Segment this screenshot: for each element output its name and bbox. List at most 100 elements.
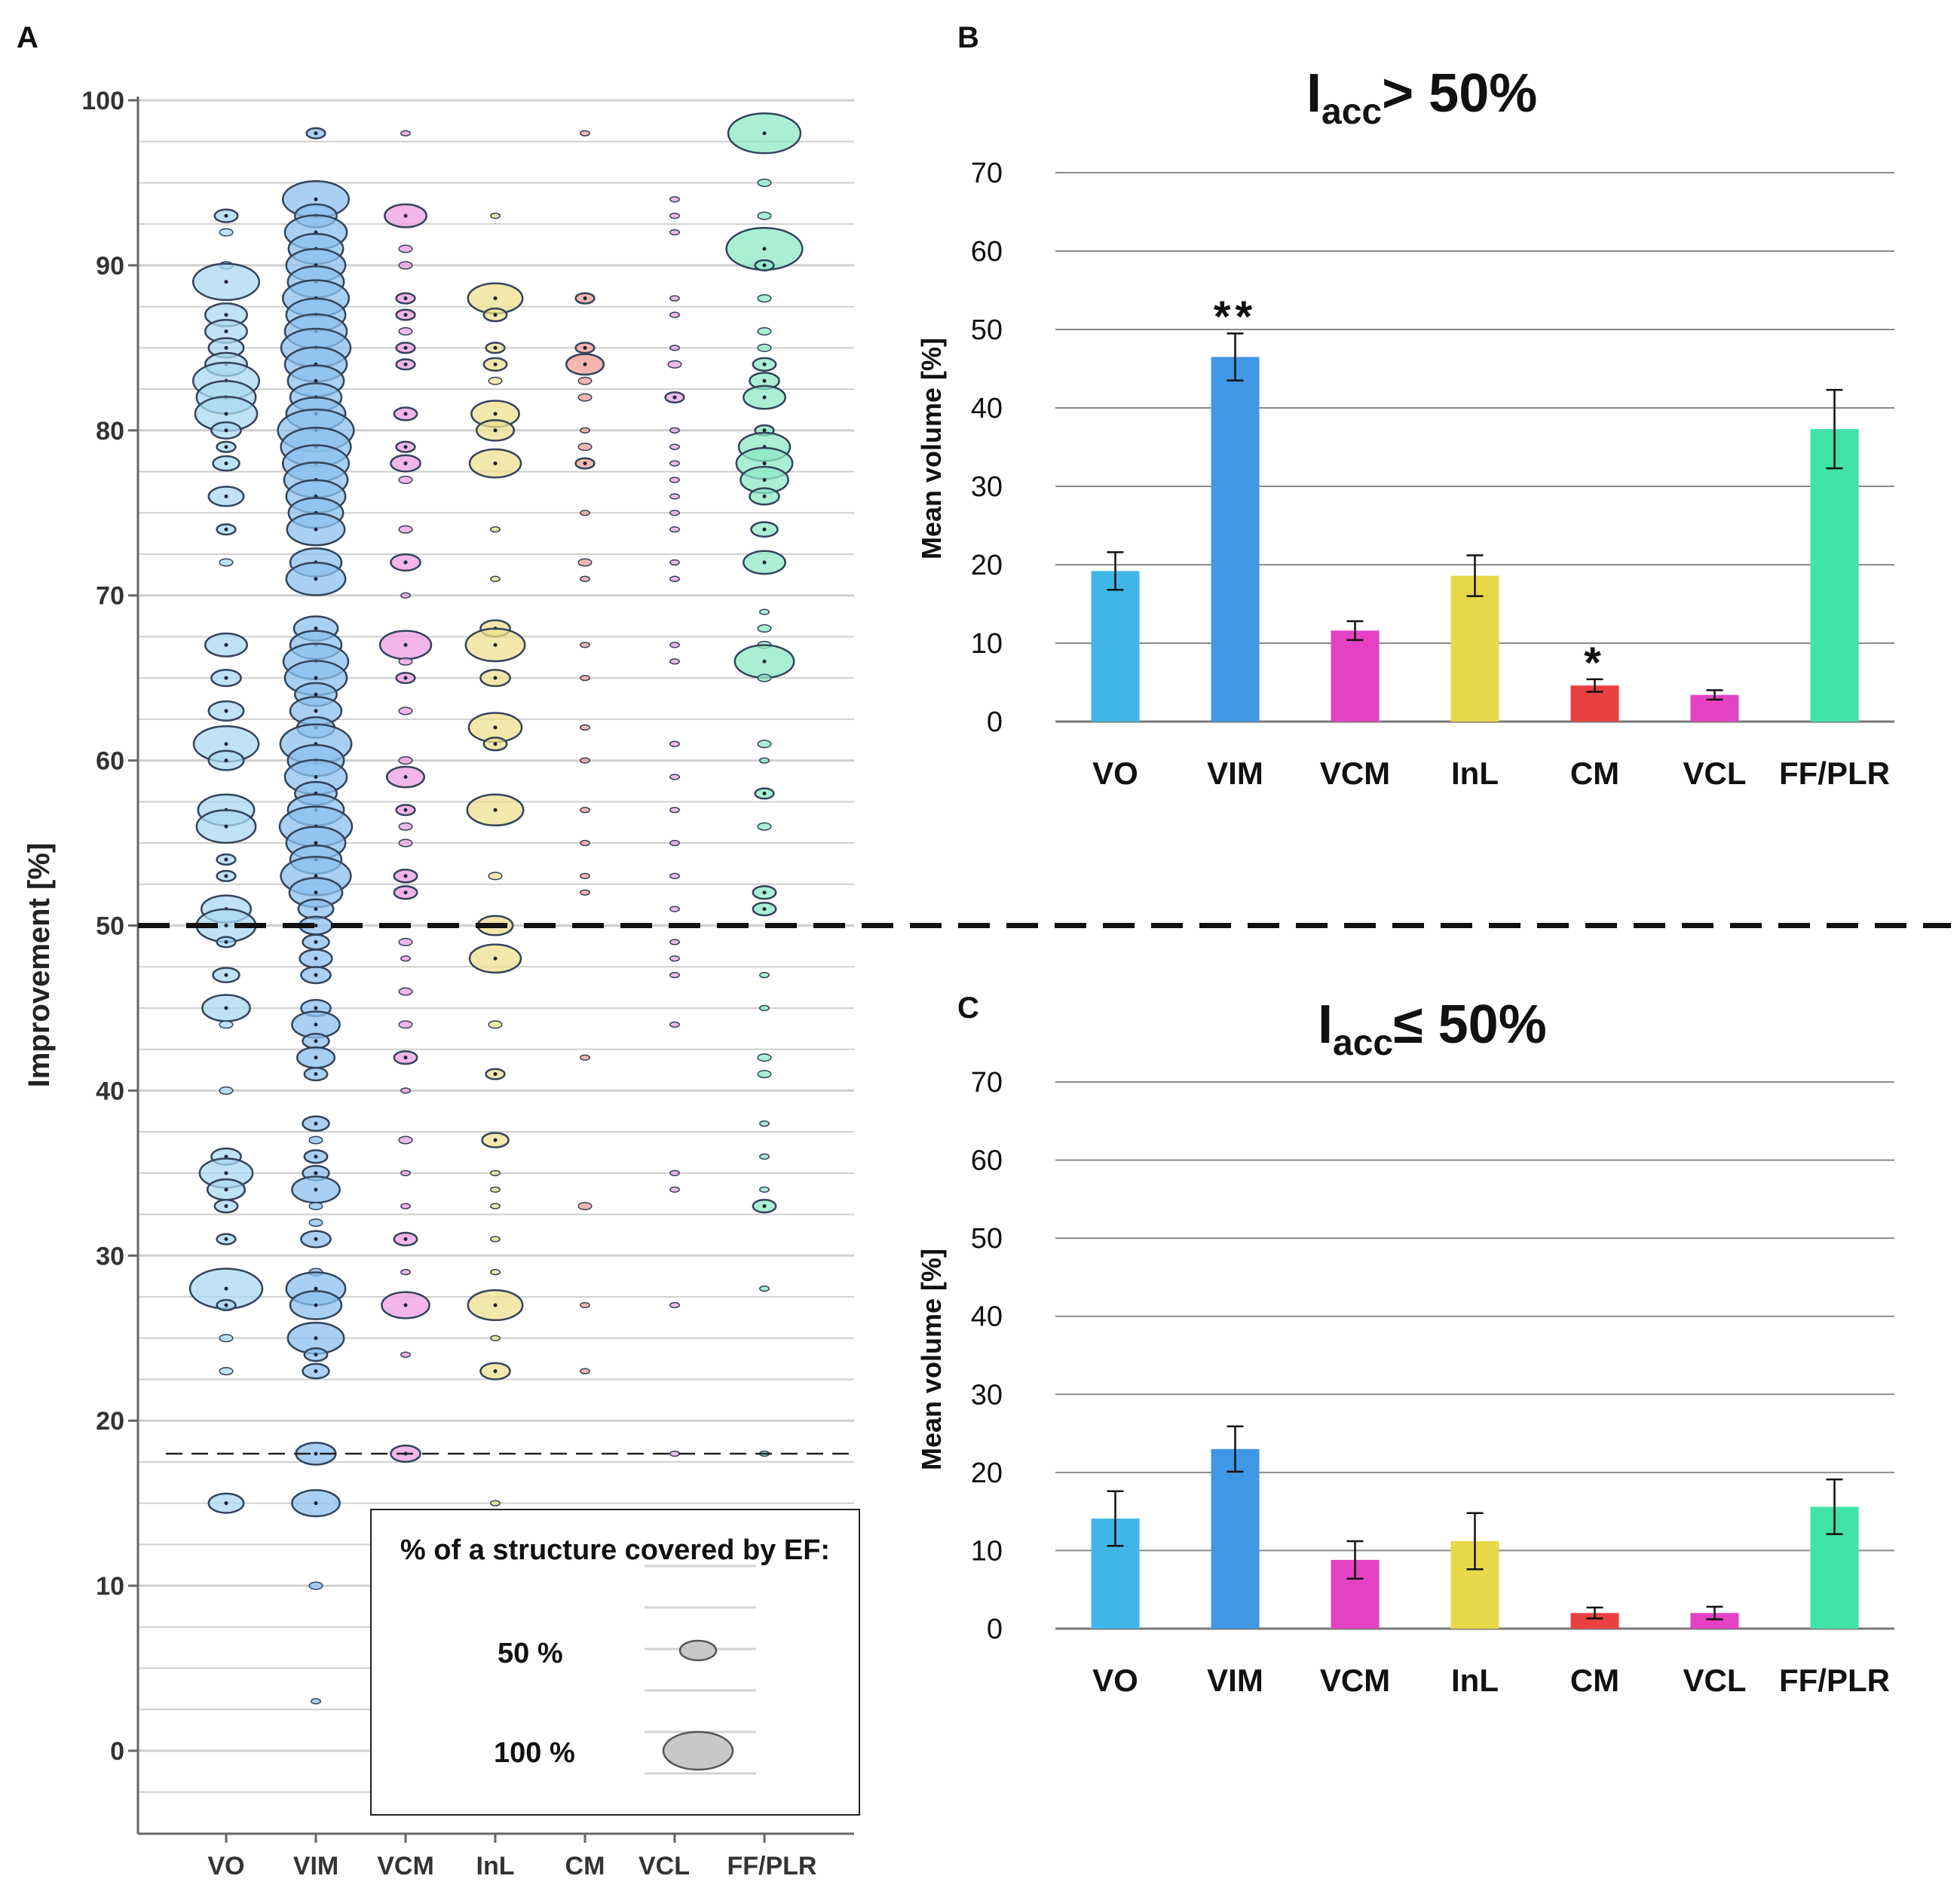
bubble-center-dot — [403, 213, 408, 218]
bubble-ff-plr — [759, 972, 770, 979]
bubble-vcl — [669, 972, 680, 979]
bubble-center-dot — [224, 1204, 228, 1209]
bubble-cm — [580, 510, 590, 516]
bubble-vcl — [669, 493, 680, 500]
bubble-cm — [580, 1301, 590, 1309]
bubble-center-dot — [314, 1072, 318, 1077]
bubble-center-dot — [314, 709, 318, 713]
bubble-cm — [577, 376, 593, 385]
bubble-center-dot — [224, 345, 228, 350]
bubble-inl — [490, 213, 501, 219]
legend-title: % of a structure covered by EF: — [400, 1534, 830, 1566]
bubble-inl — [490, 1236, 501, 1243]
panel-b-title: Iacc> 50% — [1306, 63, 1537, 132]
panel-b-x-tick-label: InL — [1451, 756, 1499, 791]
bar-vcm — [1331, 630, 1380, 722]
bubble-cm — [577, 393, 593, 402]
bubble-center-dot — [403, 642, 408, 647]
bubble-vo — [219, 558, 234, 567]
panel-c-x-tick-label: VIM — [1207, 1663, 1263, 1698]
bubble-center-dot — [314, 890, 318, 895]
panel-c-title: Iacc≤ 50% — [1318, 995, 1547, 1063]
panel-a-y-tick-label: 100 — [81, 87, 124, 115]
bubble-center-dot — [403, 296, 408, 301]
bubble-vim — [308, 1581, 323, 1590]
panel-a-y-ticks: 0 10 20 30 40 50 60 70 80 90 100 — [81, 87, 138, 1766]
bubble-ff-plr — [759, 1120, 770, 1127]
bubble-center-dot — [493, 956, 498, 961]
bubble-center-dot — [224, 939, 228, 944]
bubble-center-dot — [403, 1056, 408, 1060]
bubble-center-dot — [762, 907, 767, 912]
legend-label-50: 50 % — [498, 1638, 563, 1669]
bar-vo — [1091, 571, 1140, 722]
bubble-vim — [308, 1202, 323, 1211]
panel-c-x-tick-label: VO — [1092, 1663, 1138, 1698]
bubble-center-dot — [224, 742, 228, 746]
bubble-center-dot — [583, 461, 587, 466]
bubble-inl — [490, 1169, 501, 1176]
panel-b-y-axis-title: Mean volume [%] — [916, 338, 947, 559]
bubble-ff-plr — [757, 1069, 772, 1079]
panel-b-title-main: I — [1306, 63, 1321, 124]
panel-a-y-tick-label: 10 — [96, 1572, 124, 1601]
panel-b-title-tail: > 50% — [1382, 63, 1537, 124]
panel-c-x-tick-label: CM — [1570, 1663, 1619, 1698]
bubble-center-dot — [314, 973, 318, 977]
bubble-cm — [580, 130, 590, 136]
bubble-center-dot — [403, 1303, 408, 1307]
bar-vcl — [1690, 1613, 1739, 1629]
bubble-cm — [580, 575, 590, 582]
bubble-center-dot — [314, 1369, 318, 1374]
bubble-ff-plr — [757, 624, 772, 633]
bubble-vcl — [669, 1301, 680, 1309]
bubble-center-dot — [762, 362, 767, 366]
bubble-inl — [488, 376, 503, 385]
bubble-vcl — [669, 559, 680, 566]
panel-a-y-tick-label: 80 — [96, 417, 124, 446]
bubble-center-dot — [762, 379, 767, 383]
bubble-center-dot — [224, 924, 228, 927]
panel-a-x-tick-label: VCM — [377, 1852, 434, 1880]
panel-c-y-tick-label: 0 — [987, 1614, 1003, 1645]
bubble-center-dot — [224, 445, 228, 449]
bubble-vcl — [669, 740, 680, 747]
bubble-vcl — [669, 774, 680, 780]
bubble-vcl — [669, 213, 680, 219]
bubble-vcl — [669, 460, 680, 467]
bubble-center-dot — [224, 494, 228, 498]
bubble-center-dot — [314, 1501, 318, 1506]
panel-b-y-tick-label: 20 — [971, 550, 1003, 581]
bubble-center-dot — [493, 725, 498, 730]
bubble-vcl — [669, 839, 680, 847]
bubble-vcl — [669, 807, 680, 814]
bubble-center-dot — [314, 939, 318, 944]
bubble-center-dot — [493, 1303, 498, 1307]
panel-a-bubble-chart: 0 10 20 30 40 50 60 70 80 90 100 VO VIM VCM InL CM VCL F… — [23, 87, 860, 1880]
bubble-vcl — [667, 360, 682, 369]
panel-b-y-tick-label: 30 — [971, 471, 1003, 503]
bubble-vcl — [669, 906, 680, 912]
bubble-vcl — [669, 575, 680, 582]
panel-b-x-tick-label: VIM — [1207, 756, 1263, 791]
bubble-center-dot — [314, 1171, 318, 1175]
bubble-inl — [490, 1269, 501, 1276]
panel-c-y-ticks: 0 10 20 30 40 50 60 70 — [971, 1067, 1003, 1645]
bubble-inl — [490, 1186, 501, 1193]
bubble-center-dot — [224, 709, 228, 713]
bubble-vcl — [669, 872, 680, 879]
bubble-vcl — [669, 345, 680, 351]
bubble-center-dot — [224, 824, 228, 829]
bubble-vcl — [669, 427, 680, 434]
bubble-center-dot — [762, 428, 767, 433]
bubble-center-dot — [224, 1006, 228, 1010]
bubble-cm — [580, 427, 590, 434]
bubble-inl — [490, 1203, 501, 1209]
panel-a-x-tick-label: VCL — [639, 1852, 690, 1880]
bubble-vcm — [398, 244, 413, 253]
bubble-vcm — [398, 756, 413, 765]
panel-a-x-tick-label: VO — [207, 1852, 244, 1880]
bubble-center-dot — [314, 676, 318, 680]
bubble-center-dot — [493, 428, 498, 433]
bubble-center-dot — [224, 759, 228, 763]
